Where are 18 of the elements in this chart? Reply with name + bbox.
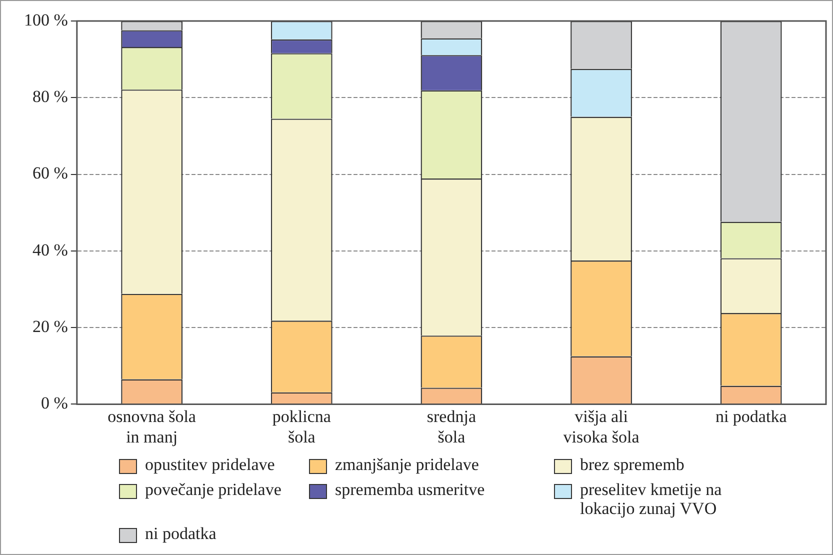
x-tick-label: poklicna šola bbox=[272, 406, 332, 446]
y-tick-label: 20 % bbox=[32, 317, 68, 336]
x-tick-label: srednja šola bbox=[426, 406, 476, 446]
legend-label: brez sprememb bbox=[580, 455, 684, 474]
x-tick-label: ni podatka bbox=[715, 406, 788, 426]
legend-label: ni podatka bbox=[145, 524, 216, 543]
y-tick-label: 40 % bbox=[32, 240, 68, 260]
legend-label: povečanje pridelave bbox=[145, 480, 282, 499]
x-tick-label: višja ali visoka šola bbox=[563, 406, 640, 446]
legend-label: opustitev pridelave bbox=[145, 455, 275, 474]
legend-label: sprememba usmeritve bbox=[335, 480, 485, 499]
y-tick-label: 0 % bbox=[40, 394, 68, 413]
x-tick-label: osnovna šola in manj bbox=[108, 406, 196, 446]
y-tick-label: 60 % bbox=[32, 164, 68, 183]
y-tick-label: 100 % bbox=[24, 10, 68, 30]
y-tick-label: 80 % bbox=[32, 87, 68, 106]
legend-label: zmanjšanje pridelave bbox=[335, 455, 479, 474]
legend-label: preselitev kmetije na lokacijo zunaj VVO bbox=[580, 480, 723, 518]
